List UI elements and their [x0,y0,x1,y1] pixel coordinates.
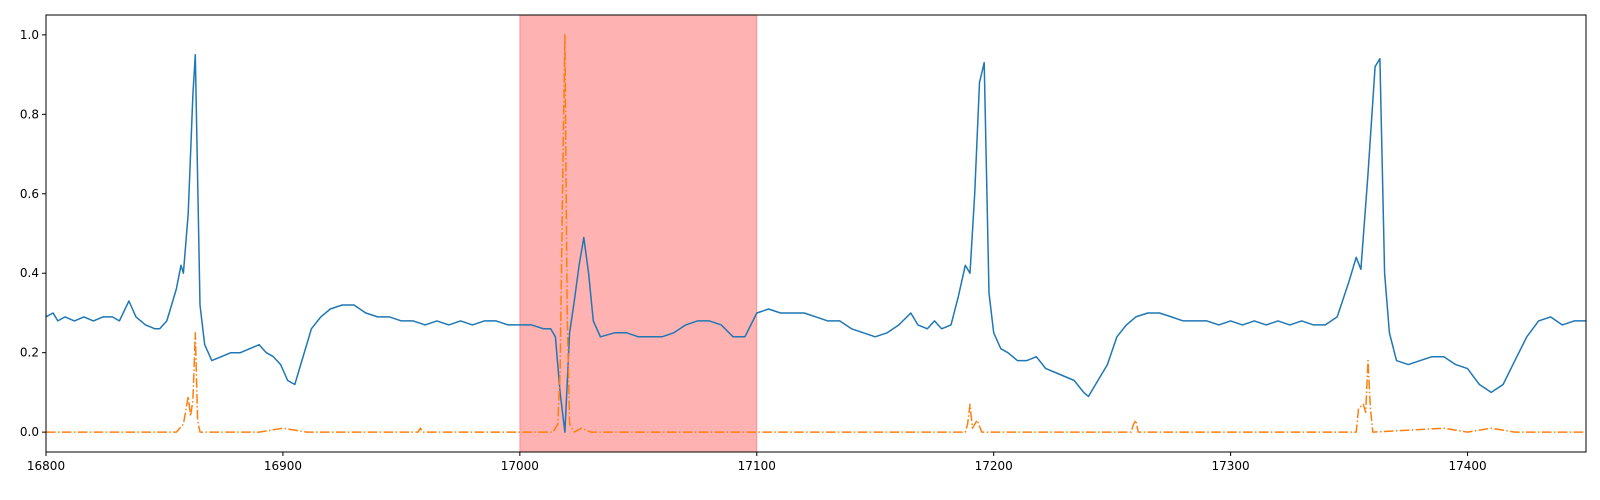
series-line-1 [46,53,1586,433]
x-tick-label: 17100 [738,459,776,473]
y-tick-label: 0.4 [20,266,39,280]
x-tick-label: 16900 [264,459,302,473]
y-tick-label: 0.8 [20,107,39,121]
x-tick-label: 17200 [975,459,1013,473]
x-tick-label: 17400 [1448,459,1486,473]
y-tick-label: 0.2 [20,346,39,360]
x-tick-label: 17300 [1212,459,1250,473]
x-tick-label: 17000 [501,459,539,473]
x-tick-label: 16800 [27,459,65,473]
highlight-span [519,14,758,453]
plot-area [46,14,1586,453]
y-tick-label: 1.0 [20,28,39,42]
series-line-2 [46,34,1586,433]
plot-frame [45,14,1587,453]
y-tick-label: 0.0 [20,425,39,439]
y-tick-label: 0.6 [20,187,39,201]
axes: 16800 16900 17000 17100 17200 17300 17400 0.0 0.… [20,14,1587,473]
